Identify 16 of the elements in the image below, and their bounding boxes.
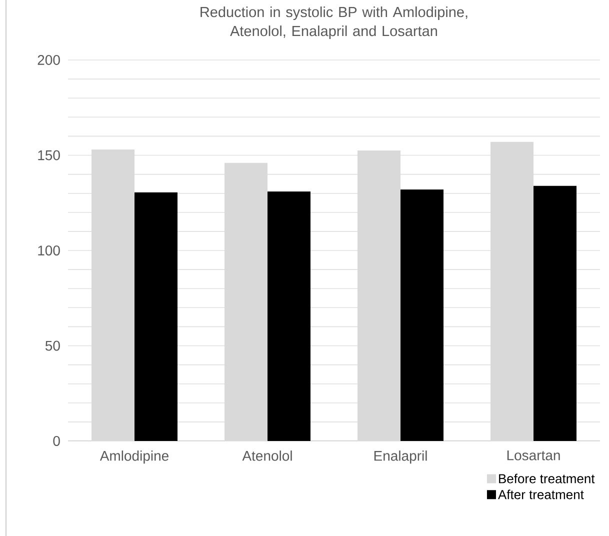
y-tick-label: 200 (38, 55, 60, 65)
x-tick-label: Atenolol (242, 450, 292, 461)
bar (400, 190, 444, 441)
y-tick-label: 0 (53, 436, 60, 446)
chart-title: Reduction in systolic BP with Amlodipine, Atenolol, Enalapril and Losartan (200, 6, 468, 40)
y-tick-label: 100 (38, 246, 60, 256)
bar (268, 191, 310, 441)
x-tick-label: Losartan (507, 450, 560, 460)
legend-label: After treatment (498, 490, 584, 500)
y-tick-label: 50 (45, 340, 60, 351)
bar (134, 192, 178, 441)
legend-label: Before treatment (499, 474, 595, 484)
bar (534, 186, 577, 441)
y-tick-label: 150 (38, 150, 60, 160)
x-tick-label: Amlodipine (100, 450, 168, 464)
x-tick-label: Enalapril (374, 450, 427, 464)
